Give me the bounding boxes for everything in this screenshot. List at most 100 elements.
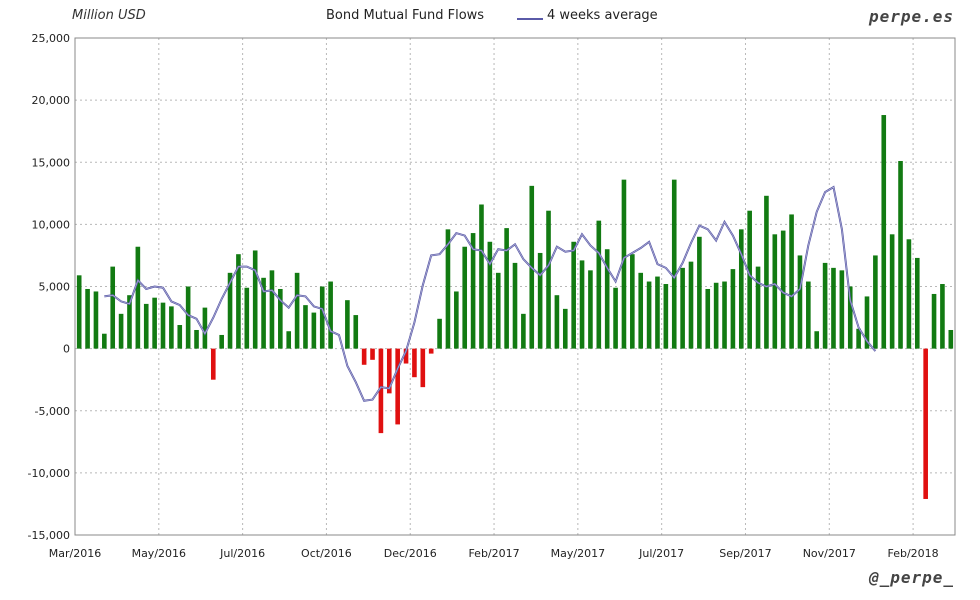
flow-bar <box>110 266 116 349</box>
flow-bar <box>512 262 518 349</box>
flow-bar <box>906 239 912 349</box>
flow-bar <box>487 241 493 349</box>
y-tick-label: 25,000 <box>32 32 71 45</box>
flow-bar <box>621 179 627 349</box>
social-handle: @_perpe_ <box>868 568 954 587</box>
flow-bar <box>135 246 141 349</box>
flow-bar <box>353 315 359 349</box>
flow-bar <box>303 305 308 349</box>
flow-bar <box>219 334 224 349</box>
flow-bar <box>730 269 736 349</box>
y-tick-label: -5,000 <box>35 405 70 418</box>
plot-frame <box>74 37 956 536</box>
flow-bar <box>311 312 317 349</box>
x-tick-label: Sep/2017 <box>719 547 771 560</box>
flow-bar <box>914 257 920 349</box>
flow-bar <box>102 333 107 349</box>
average-line-layer <box>104 185 877 402</box>
flow-bar <box>688 261 694 349</box>
flow-bar <box>370 348 375 360</box>
flow-bar <box>671 179 677 349</box>
flow-bar <box>244 287 250 349</box>
x-tick-label: May/2017 <box>551 547 605 560</box>
x-tick-label: Nov/2017 <box>803 547 856 560</box>
flow-bar <box>495 272 501 349</box>
flow-bar <box>85 288 90 349</box>
legend-line-swatch <box>517 18 543 20</box>
flow-bar <box>152 297 157 349</box>
flow-bar <box>76 275 82 349</box>
flow-bar <box>646 281 652 349</box>
flow-bar <box>177 325 183 349</box>
flow-bar <box>127 295 132 349</box>
flow-bar <box>814 331 820 349</box>
flow-bar <box>412 348 417 378</box>
y-tick-label: 20,000 <box>32 94 71 107</box>
x-tick-label: Oct/2016 <box>301 547 352 560</box>
flow-bar <box>169 306 174 349</box>
flow-bar <box>294 272 300 349</box>
flow-bar <box>319 286 325 349</box>
flow-bar <box>931 293 937 349</box>
flow-bar <box>328 281 333 349</box>
flow-bar <box>546 210 551 349</box>
flow-bar <box>428 348 434 354</box>
flow-bar <box>252 250 258 349</box>
x-tick-label: Dec/2016 <box>384 547 437 560</box>
flow-bar <box>806 281 811 349</box>
y-tick-label: 10,000 <box>32 218 71 231</box>
flow-bar <box>160 302 166 349</box>
flow-bar <box>738 229 744 349</box>
flow-bar <box>638 272 644 349</box>
flow-bar <box>361 348 367 365</box>
unit-label: Million USD <box>72 8 146 23</box>
x-tick-label: Jul/2017 <box>638 547 684 560</box>
flow-bar <box>479 204 484 349</box>
flow-bar <box>940 284 945 349</box>
flow-bar <box>613 287 618 349</box>
flow-bar <box>822 262 828 349</box>
flow-bar <box>445 229 451 349</box>
flow-bar <box>797 255 803 349</box>
flow-bar <box>948 329 954 349</box>
x-tick-label: Feb/2018 <box>888 547 939 560</box>
flow-bar <box>579 260 585 349</box>
chart-title: Bond Mutual Fund Flows <box>326 8 485 23</box>
flow-bar <box>118 313 124 349</box>
flow-bar <box>596 220 602 349</box>
flow-bar <box>889 234 895 349</box>
x-tick-label: Jul/2016 <box>219 547 265 560</box>
flow-bar <box>722 281 727 349</box>
flow-bar <box>680 267 685 349</box>
flow-bar <box>831 267 836 349</box>
x-tick-label: Feb/2017 <box>468 547 519 560</box>
y-tick-label: -10,000 <box>28 467 70 480</box>
average-line-highlight <box>104 186 876 402</box>
flow-bar <box>420 348 426 388</box>
flow-bar <box>386 348 392 394</box>
y-tick-label: 5,000 <box>39 281 71 294</box>
flow-bar <box>755 266 761 349</box>
flow-bar <box>655 276 660 349</box>
flow-bar <box>454 291 459 349</box>
flow-bar <box>403 348 409 364</box>
flow-bar <box>864 296 870 349</box>
flow-bar <box>210 348 216 380</box>
flow-bar <box>747 210 752 349</box>
flow-bar <box>571 241 576 349</box>
flow-bar <box>713 282 719 349</box>
flow-bar <box>588 270 593 349</box>
flow-bar <box>261 277 266 349</box>
flow-bar <box>202 307 208 349</box>
x-tick-label: May/2016 <box>132 547 186 560</box>
flow-bar <box>143 303 149 349</box>
x-tick-label: Mar/2016 <box>49 547 101 560</box>
flow-bar <box>923 348 928 499</box>
flow-bar <box>504 228 509 349</box>
flow-bar <box>93 291 99 349</box>
flow-bar <box>898 161 903 349</box>
flow-bar <box>663 284 669 349</box>
flow-bar <box>227 272 233 349</box>
flow-bar <box>780 230 786 349</box>
